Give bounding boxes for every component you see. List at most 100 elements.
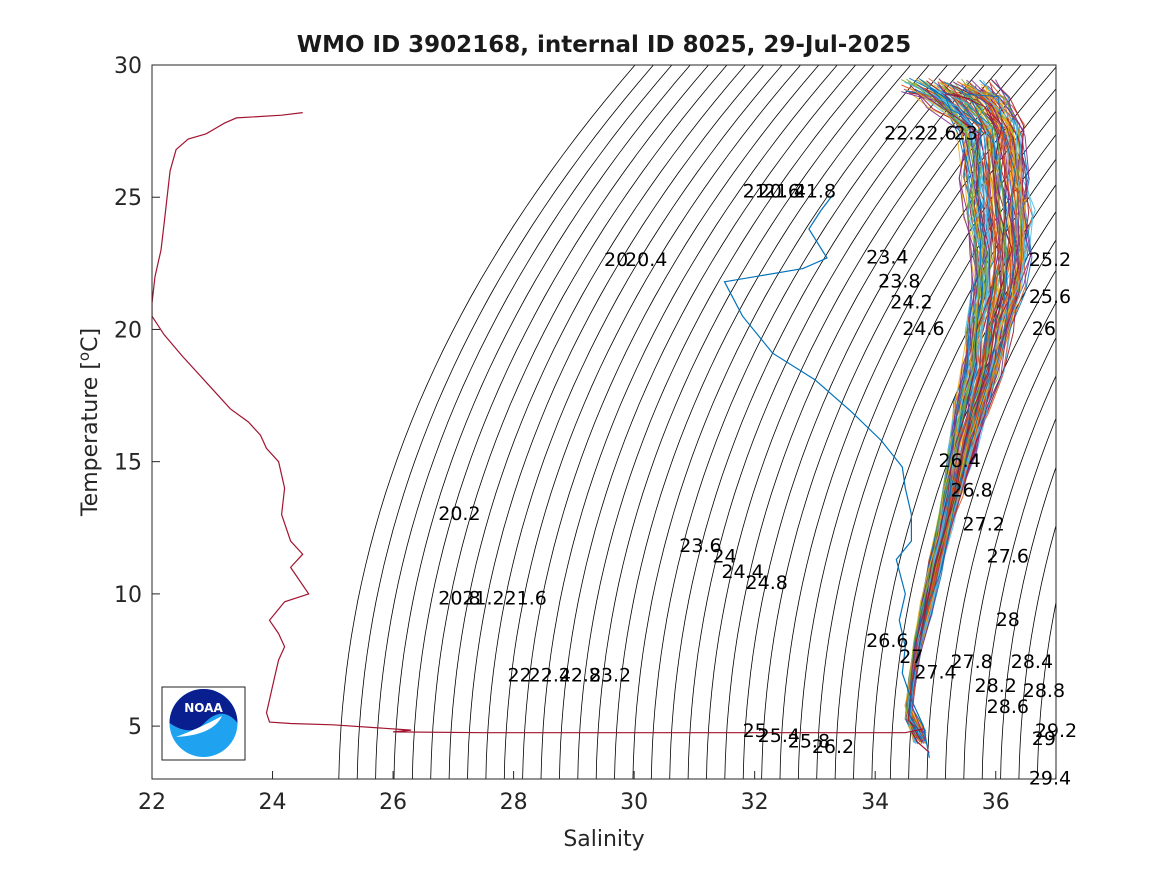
y-tick-label: 25 — [114, 186, 142, 211]
isopycnal-line — [1036, 599, 1056, 779]
isopycnal-line — [981, 417, 1056, 779]
isopycnal-line — [761, 66, 1056, 779]
isopycnal-line — [1000, 466, 1056, 779]
y-tick-label: 5 — [128, 715, 142, 740]
isopycnal-label: 21.8 — [794, 180, 836, 202]
isopycnal-label: 22 — [508, 664, 532, 686]
noaa-logo: NOAA — [161, 686, 246, 761]
x-tick-label: 32 — [741, 790, 769, 815]
y-tick-label: 10 — [114, 583, 142, 608]
isopycnal-label: 28 — [996, 609, 1020, 631]
isopycnal-label: 27.6 — [987, 545, 1029, 567]
profile-line — [909, 93, 1016, 742]
isopycnal-label: 21 — [743, 180, 767, 202]
first-profile — [723, 194, 930, 758]
isopycnal-line — [1018, 524, 1056, 779]
isopycnal-line — [559, 65, 856, 779]
isopycnal-label: 21.4 — [764, 180, 806, 202]
y-axis-label-unit: C] — [78, 328, 103, 352]
isopycnal-line — [632, 65, 930, 779]
isopycnal-label: 27 — [899, 646, 923, 668]
x-axis-label: Salinity — [563, 827, 644, 852]
isopycnal-label: 21.2 — [462, 588, 504, 610]
isopycnal-label: 20.8 — [438, 588, 480, 610]
isopycnal-label: 27.2 — [963, 514, 1005, 536]
isopycnal-label: 24.4 — [721, 561, 763, 583]
isopycnal-label: 26.6 — [866, 630, 908, 652]
isopycnal-line — [375, 65, 673, 779]
isopycnal-line — [963, 374, 1056, 779]
isopycnal-label: 27.4 — [914, 662, 956, 684]
profile-line — [910, 79, 1032, 741]
isopycnal-label: 23.2 — [589, 664, 631, 686]
isopycnal-line — [871, 210, 1056, 779]
isopycnal-line — [614, 65, 912, 779]
isopycnal-line — [503, 65, 801, 779]
isopycnal-label: 22.6 — [914, 122, 956, 144]
isopycnal-line — [687, 65, 985, 779]
isopycnal-line — [650, 65, 948, 779]
profile-line — [910, 85, 1025, 737]
logo-wave — [176, 716, 222, 737]
isopycnal-label: 28.4 — [1011, 651, 1053, 673]
isopycnal-line — [742, 65, 1040, 779]
isopycnal-label: 22.8 — [559, 664, 601, 686]
profile-bundle — [901, 77, 1036, 745]
isopycnal-line — [540, 65, 838, 779]
isopycnal-line — [485, 65, 783, 779]
isopycnal-label: 24.6 — [902, 318, 944, 340]
isopycnal-line — [724, 65, 1022, 779]
profile-line — [905, 88, 991, 733]
isopycnal-line — [834, 158, 1056, 779]
isopycnal-line — [338, 65, 636, 779]
isopycnal-label: 24 — [712, 545, 736, 567]
isopycnal-label: 27.8 — [950, 651, 992, 673]
isopycnal-line — [430, 65, 728, 779]
isopycnal-label: 29 — [1032, 728, 1056, 750]
isopycnal-label: 23 — [954, 122, 978, 144]
x-tick-label: 28 — [500, 790, 528, 815]
isopycnal-line — [595, 65, 893, 779]
isopycnal-label: 22.2 — [884, 122, 926, 144]
axis-ticks: 22 24 26 28 30 32 34 36 5 10 15 20 25 30 — [114, 54, 1010, 815]
logo-gull — [169, 689, 238, 731]
isopycnal-label: 20.4 — [625, 249, 667, 271]
isopycnal-label: 22.4 — [529, 664, 571, 686]
latest-profile-line — [152, 112, 930, 754]
isopycnal-label: 24.2 — [890, 292, 932, 314]
y-tick-label: 30 — [114, 54, 142, 79]
isopycnal-label: 28.2 — [975, 675, 1017, 697]
isopycnal-label: 21.6 — [505, 588, 547, 610]
x-tick-label: 26 — [379, 790, 407, 815]
isopycnal-label: 23.4 — [866, 247, 908, 269]
x-tick-label: 30 — [620, 790, 648, 815]
isopycnal-label: 26.2 — [812, 736, 854, 758]
isopycnal-label: 25.8 — [788, 731, 830, 753]
chart-title: WMO ID 3902168, internal ID 8025, 29-Jul… — [297, 32, 912, 58]
isopycnal-label: 20.2 — [438, 503, 480, 525]
first-profile-line — [723, 194, 930, 758]
isopycnal-line — [853, 184, 1056, 779]
isopycnal-line — [945, 336, 1056, 779]
logo-text: NOAA — [184, 701, 223, 715]
profile-line — [904, 78, 980, 733]
isopycnal-line — [393, 65, 691, 779]
x-tick-label: 34 — [861, 790, 889, 815]
x-tick-label: 36 — [982, 790, 1010, 815]
x-tick-label: 24 — [259, 790, 287, 815]
isopycnal-labels: 20.62121.421.82020.422.222.62323.423.824… — [438, 122, 1077, 789]
isopycnal-line — [577, 65, 875, 779]
isopycnal-line — [706, 65, 1003, 779]
isopycnal-label: 23.6 — [679, 535, 721, 557]
isopycnal-line — [448, 65, 746, 779]
isopycnal-label: 20 — [604, 249, 628, 271]
isopycnal-label: 25 — [743, 720, 767, 742]
isopycnal-label: 24.8 — [746, 572, 788, 594]
isopycnal-label: 28.8 — [1023, 680, 1065, 702]
isopycnal-label: 20.6 — [758, 180, 800, 202]
isopycnal-line — [467, 65, 765, 779]
plot-frame — [151, 64, 1057, 780]
isopycnal-label: 28.6 — [987, 696, 1029, 718]
latest-profile — [152, 112, 930, 754]
